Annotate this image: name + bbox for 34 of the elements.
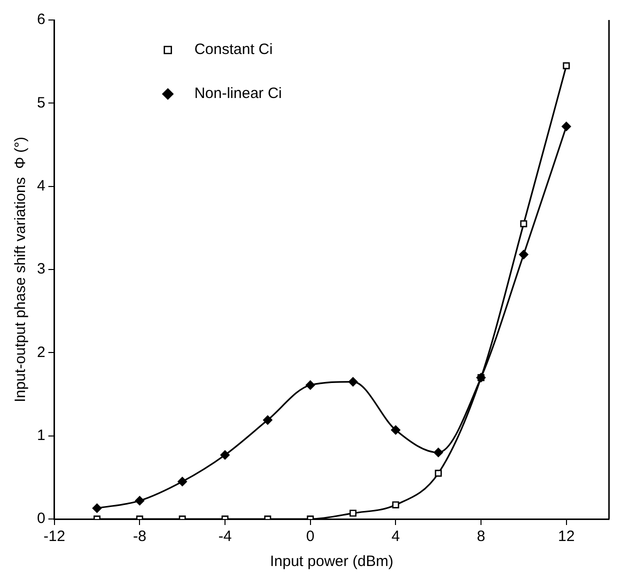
point: [178, 476, 187, 486]
x-tick-label: 4: [392, 528, 400, 546]
y-tick-label: 2: [37, 344, 46, 361]
point: [520, 220, 528, 228]
point: [348, 377, 358, 386]
point: [392, 501, 400, 508]
point: [434, 470, 442, 477]
point: [519, 250, 528, 260]
legend-label: Non-linear Ci: [194, 85, 282, 102]
point: [562, 62, 570, 70]
x-tick-label: 8: [476, 528, 486, 546]
x-axis-title: Input power (dBm): [270, 553, 394, 570]
x-tick-label: 12: [558, 528, 575, 546]
x-tick-label: -12: [44, 528, 66, 546]
x-tick-label: 0: [306, 528, 315, 546]
y-axis-title: Input-output phase shift variations Φ (°): [12, 136, 30, 402]
point: [350, 510, 356, 517]
point: [92, 504, 102, 513]
point: [220, 450, 230, 460]
point: [263, 415, 272, 425]
y-tick-label: 3: [37, 260, 46, 278]
legend-label: Constant Ci: [194, 41, 273, 58]
point: [135, 496, 144, 506]
y-tick-label: 6: [37, 11, 46, 28]
x-tick-label: -4: [218, 528, 232, 546]
point: [391, 425, 400, 435]
point: [562, 122, 571, 132]
y-tick-label: 5: [37, 94, 46, 112]
point: [306, 380, 315, 390]
y-tick-label: 1: [37, 426, 46, 444]
y-tick-label: 4: [37, 177, 46, 194]
y-tick-label: 0: [37, 510, 46, 528]
x-tick-label: -8: [133, 528, 146, 546]
point: [434, 448, 443, 458]
